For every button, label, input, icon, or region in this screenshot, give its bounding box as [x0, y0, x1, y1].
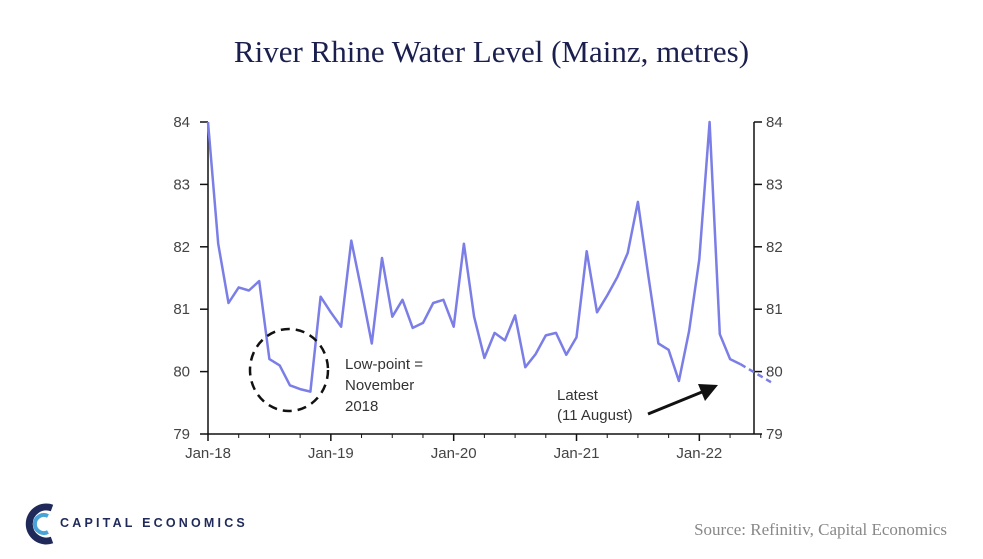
chart-title: River Rhine Water Level (Mainz, metres) — [233, 34, 750, 69]
y-tick-label-left: 84 — [173, 114, 190, 131]
latest-arrow-shaft — [647, 390, 703, 416]
y-tick-label-left: 83 — [173, 176, 190, 193]
latest-arrow-head — [698, 384, 718, 401]
y-tick-label-left: 81 — [173, 301, 190, 318]
low-point-circle — [248, 327, 330, 413]
logo-text: CAPITAL ECONOMICS — [60, 516, 248, 530]
y-tick-label-left: 79 — [173, 426, 190, 443]
water-level-line — [206, 120, 741, 393]
low-point-label-line3: 2018 — [345, 398, 378, 415]
capital-economics-logo-icon — [25, 503, 54, 545]
x-tick-label: Jan-19 — [308, 445, 354, 462]
y-tick-label-right: 84 — [766, 114, 783, 131]
latest-label-line1: Latest — [557, 387, 599, 404]
line-chart: 79 79 80 80 81 81 82 82 83 83 84 84 Jan-18 Jan-19 Jan-… — [173, 114, 783, 462]
low-point-label-line1: Low-point = — [345, 356, 423, 373]
y-tick-label-right: 79 — [766, 426, 783, 443]
source-note: Source: Refinitiv, Capital Economics — [694, 520, 947, 539]
x-tick-label: Jan-18 — [185, 445, 231, 462]
x-tick-label: Jan-20 — [431, 445, 477, 462]
y-tick-label-right: 81 — [766, 301, 783, 318]
latest-dashed-segment — [739, 363, 772, 384]
x-tick-label: Jan-22 — [676, 445, 722, 462]
y-tick-label-right: 82 — [766, 239, 783, 256]
y-tick-label-right: 83 — [766, 176, 783, 193]
y-tick-label-right: 80 — [766, 364, 783, 381]
x-tick-label: Jan-21 — [554, 445, 600, 462]
latest-label-line2: (11 August) — [557, 407, 633, 424]
y-tick-label-left: 82 — [173, 239, 190, 256]
y-tick-label-left: 80 — [173, 364, 190, 381]
low-point-label-line2: November — [345, 377, 414, 394]
